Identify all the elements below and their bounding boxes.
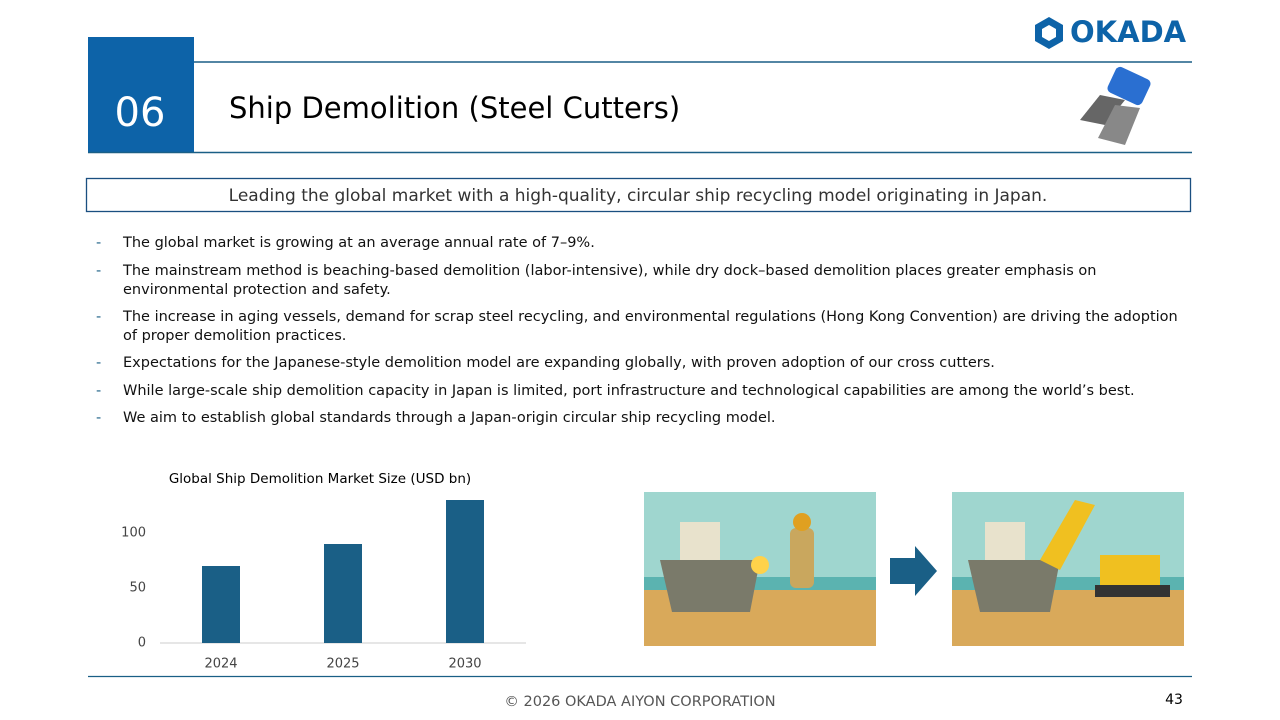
bullet-item: - The mainstream method is beaching-based… xyxy=(96,262,1178,300)
cutter-image xyxy=(1080,66,1151,145)
illustration-before xyxy=(644,492,876,646)
bullet-text: While large-scale ship demolition capaci… xyxy=(123,383,1135,399)
copyright: © 2026 OKADA AIYON CORPORATION xyxy=(504,694,775,710)
bullet-text: The increase in aging vessels, demand fo… xyxy=(123,309,1178,344)
chart: Global Ship Demolition Market Size (USD … xyxy=(121,471,526,672)
banner-box xyxy=(85,177,1192,213)
y-tick-label: 0 xyxy=(138,636,146,651)
chart-title: Global Ship Demolition Market Size (USD … xyxy=(169,471,471,487)
logo: OKADA xyxy=(1035,15,1187,49)
x-tick-label: 2024 xyxy=(204,657,237,672)
y-tick-label: 100 xyxy=(121,526,146,541)
arrow xyxy=(890,546,937,596)
bullet-marker: - xyxy=(96,410,102,426)
bullet-item: - The global market is growing at an aver… xyxy=(96,234,1178,253)
bullet-marker: - xyxy=(96,355,102,371)
banner-text: Leading the global market with a high-qu… xyxy=(229,186,1048,206)
illustration-after xyxy=(952,492,1184,646)
bullet-text: The global market is growing at an avera… xyxy=(123,235,595,251)
bullet-marker: - xyxy=(96,235,102,251)
y-tick-label: 50 xyxy=(129,581,146,596)
bullet-text: Expectations for the Japanese-style demo… xyxy=(123,355,995,371)
bullet-marker: - xyxy=(96,383,102,399)
page-number: 43 xyxy=(1165,692,1183,708)
bullet-text: We aim to establish global standards thr… xyxy=(123,410,776,426)
bullet-item: - While large-scale ship demolition capac… xyxy=(96,382,1178,401)
bullet-item: - We aim to establish global standards th… xyxy=(96,409,1178,428)
x-tick-label: 2030 xyxy=(448,657,481,672)
bar xyxy=(324,544,362,643)
bar xyxy=(202,566,240,643)
bullet-text: The mainstream method is beaching-based … xyxy=(123,263,1097,298)
logo-text: OKADA xyxy=(1070,15,1187,49)
section-number: 06 xyxy=(115,90,166,136)
x-tick-label: 2025 xyxy=(326,657,359,672)
bar xyxy=(446,500,484,643)
bullet-item: - Expectations for the Japanese-style dem… xyxy=(96,354,1178,373)
bullet-marker: - xyxy=(96,263,102,279)
bullet-marker: - xyxy=(96,309,102,325)
number-box xyxy=(88,37,194,153)
slide-title: Ship Demolition (Steel Cutters) xyxy=(229,91,680,125)
bullet-item: - The increase in aging vessels, demand f… xyxy=(96,308,1178,346)
